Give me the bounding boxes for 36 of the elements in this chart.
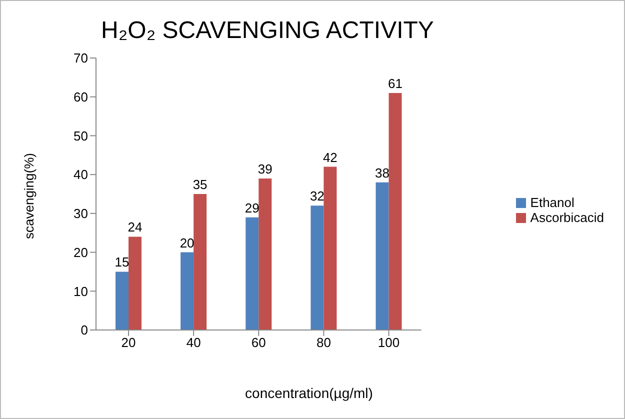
chart-title: H₂O₂ SCAVENGING ACTIVITY bbox=[101, 17, 434, 45]
bar bbox=[324, 166, 337, 330]
x-tick-label: 100 bbox=[378, 335, 400, 350]
bar bbox=[310, 206, 324, 330]
x-tick-label: 80 bbox=[316, 335, 331, 350]
y-tick-label: 40 bbox=[74, 167, 88, 182]
y-tick-label: 60 bbox=[74, 89, 88, 104]
data-label: 24 bbox=[128, 220, 142, 235]
bar bbox=[388, 92, 402, 330]
legend-label: Ascorbicacid bbox=[530, 210, 604, 224]
x-tick-label: 60 bbox=[251, 335, 266, 350]
data-label: 29 bbox=[244, 200, 260, 216]
data-label: 61 bbox=[388, 76, 402, 91]
data-label: 42 bbox=[322, 150, 338, 165]
bar bbox=[180, 252, 194, 330]
x-axis-title: concentration(µg/ml) bbox=[245, 385, 373, 401]
y-axis-title: scavenging(%) bbox=[22, 153, 36, 239]
bar bbox=[128, 236, 142, 330]
y-tick-label: 30 bbox=[74, 206, 88, 222]
y-tick-label: 10 bbox=[74, 284, 88, 299]
bar bbox=[258, 178, 272, 330]
bar bbox=[116, 272, 129, 330]
bar bbox=[246, 217, 259, 330]
y-tick-label: 70 bbox=[74, 50, 88, 66]
legend-label: Ethanol bbox=[530, 194, 574, 210]
data-label: 39 bbox=[258, 161, 272, 176]
y-tick-label: 50 bbox=[74, 128, 88, 144]
data-label: 38 bbox=[375, 165, 390, 180]
data-label: 32 bbox=[310, 188, 324, 204]
x-tick-label: 20 bbox=[121, 335, 136, 350]
y-tick-label: 20 bbox=[74, 244, 88, 260]
y-tick-label: 0 bbox=[80, 322, 88, 338]
x-tick-label: 40 bbox=[186, 335, 201, 350]
data-label: 35 bbox=[192, 177, 208, 192]
bar bbox=[194, 194, 207, 330]
bar bbox=[376, 182, 389, 330]
